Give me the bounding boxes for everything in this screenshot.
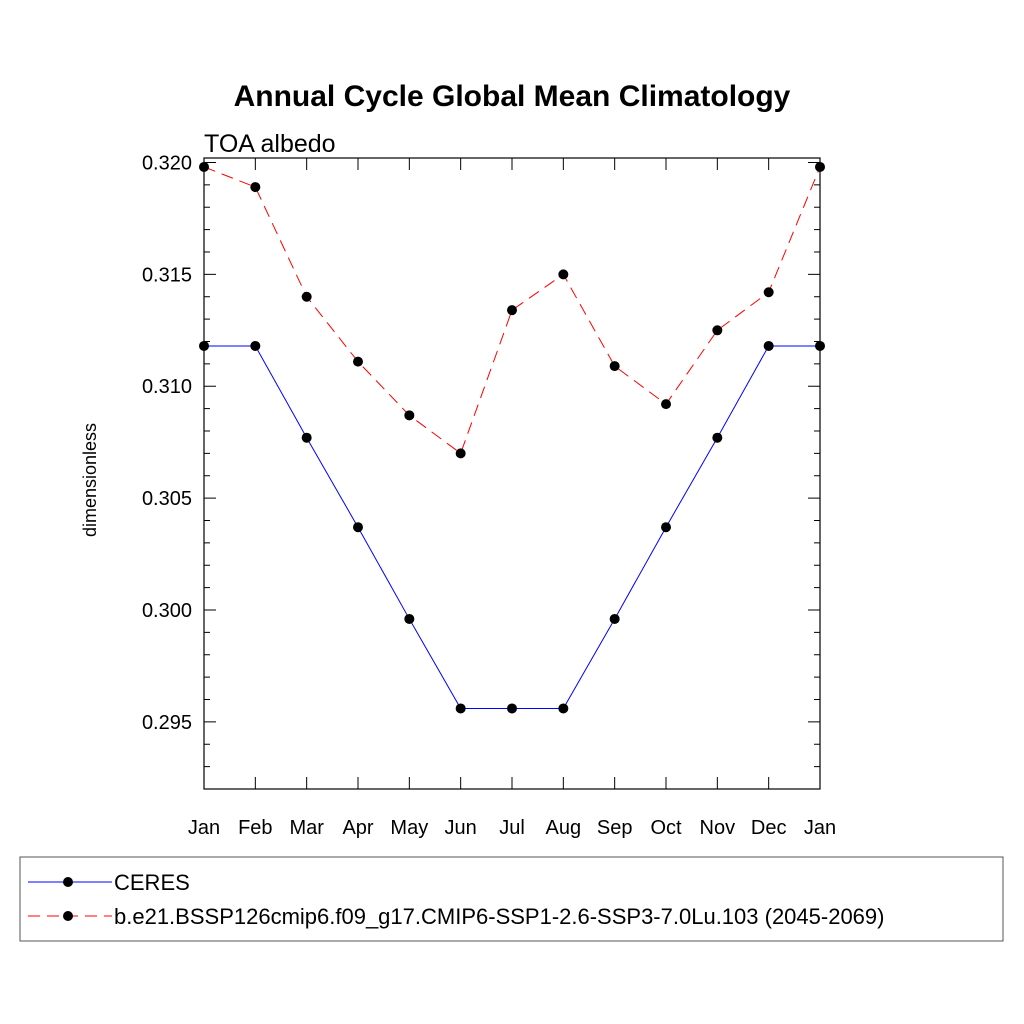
legend-item: CERES — [28, 870, 190, 895]
data-point — [353, 356, 363, 367]
legend-label: b.e21.BSSP126cmip6.f09_g17.CMIP6-SSP1-2.… — [114, 904, 884, 929]
x-tick-label: Jan — [188, 817, 220, 839]
chart-subtitle: TOA albedo — [204, 130, 336, 158]
x-tick-label: Aug — [546, 817, 582, 839]
data-point — [661, 522, 671, 533]
x-tick-label: Sep — [597, 817, 633, 839]
y-axis-label: dimensionless — [80, 423, 100, 537]
y-tick-labels: 0.295 0.300 0.305 0.310 0.315 0.320 — [142, 152, 192, 733]
data-point — [455, 703, 466, 714]
y-tick-label: 0.310 — [142, 376, 192, 398]
x-tick-label: Nov — [700, 817, 736, 839]
x-tick-label: Oct — [650, 817, 682, 839]
series-2 — [199, 161, 825, 459]
y-tick-label: 0.315 — [142, 264, 192, 286]
x-tick-label: May — [390, 817, 428, 839]
data-point — [404, 613, 415, 624]
legend-box — [19, 856, 1004, 942]
legend-marker — [63, 911, 73, 921]
data-point — [763, 340, 774, 351]
y-tick-label: 0.300 — [142, 600, 192, 622]
legend-item: b.e21.BSSP126cmip6.f09_g17.CMIP6-SSP1-2.… — [28, 904, 884, 929]
data-point — [301, 291, 312, 302]
data-point — [815, 161, 825, 172]
data-point — [609, 613, 620, 624]
data-point — [763, 287, 774, 298]
x-tick-label: Feb — [238, 817, 272, 839]
x-tick-label: Dec — [751, 817, 787, 839]
data-point — [199, 340, 209, 351]
data-point — [455, 448, 466, 459]
series-layer — [199, 161, 825, 714]
data-point — [507, 703, 517, 714]
plot-frame — [203, 157, 821, 790]
data-point — [712, 325, 723, 336]
data-point — [609, 361, 620, 372]
series-1 — [199, 340, 825, 714]
legend: CERES b.e21.BSSP126cmip6.f09_g17.CMIP6-SS… — [19, 856, 1004, 942]
y-tick-label: 0.305 — [142, 488, 192, 510]
data-point — [250, 340, 261, 351]
data-point — [712, 432, 723, 443]
data-point — [815, 340, 825, 351]
data-point — [661, 399, 671, 410]
y-tick-label: 0.320 — [142, 152, 192, 174]
x-tick-label: Jun — [445, 817, 477, 839]
x-tick-label: Jan — [804, 817, 836, 839]
chart-title: Annual Cycle Global Mean Climatology — [234, 80, 791, 113]
data-point — [507, 305, 517, 316]
data-point — [353, 522, 363, 533]
legend-marker — [63, 877, 73, 887]
x-tick-label: Apr — [342, 817, 373, 839]
data-point — [199, 161, 209, 172]
data-point — [250, 182, 261, 193]
legend-label: CERES — [114, 870, 190, 895]
data-point — [558, 703, 569, 714]
x-tick-labels: Jan Feb Mar Apr May Jun Jul Aug Sep Oct Nov Dec Jan — [188, 817, 836, 839]
data-point — [301, 432, 312, 443]
data-point — [558, 269, 569, 280]
y-tick-label: 0.295 — [142, 712, 192, 734]
axis-ticks — [203, 158, 821, 790]
x-tick-label: Mar — [289, 817, 324, 839]
series-line — [204, 345, 820, 709]
data-point — [404, 410, 415, 421]
x-tick-label: Jul — [499, 817, 525, 839]
